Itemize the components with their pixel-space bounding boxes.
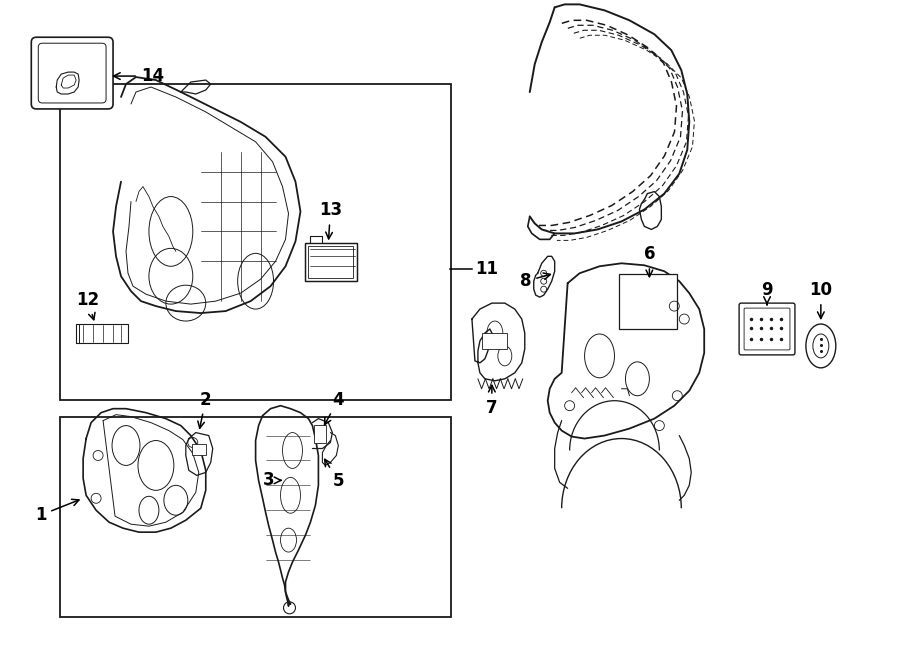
Text: 1: 1 <box>35 499 79 524</box>
FancyBboxPatch shape <box>32 37 113 109</box>
Text: 8: 8 <box>520 272 551 290</box>
Text: 2: 2 <box>198 391 212 428</box>
Bar <box>314 424 327 442</box>
Text: 7: 7 <box>486 385 498 416</box>
Text: 13: 13 <box>319 202 342 239</box>
Bar <box>309 247 354 278</box>
Text: 6: 6 <box>644 245 655 277</box>
Text: 10: 10 <box>809 281 832 319</box>
Text: 5: 5 <box>325 459 344 490</box>
Bar <box>482 333 507 349</box>
Text: 11: 11 <box>475 260 498 278</box>
FancyBboxPatch shape <box>39 43 106 103</box>
Bar <box>305 243 357 281</box>
FancyBboxPatch shape <box>739 303 795 355</box>
Bar <box>76 324 128 343</box>
Text: 3: 3 <box>263 471 281 489</box>
FancyBboxPatch shape <box>744 308 790 350</box>
Bar <box>192 444 206 455</box>
Text: 4: 4 <box>325 391 344 424</box>
Text: 12: 12 <box>76 291 99 320</box>
Bar <box>60 84 451 400</box>
Bar <box>60 416 451 617</box>
Text: 14: 14 <box>113 67 164 85</box>
Bar <box>619 274 678 329</box>
Text: 9: 9 <box>761 281 773 305</box>
